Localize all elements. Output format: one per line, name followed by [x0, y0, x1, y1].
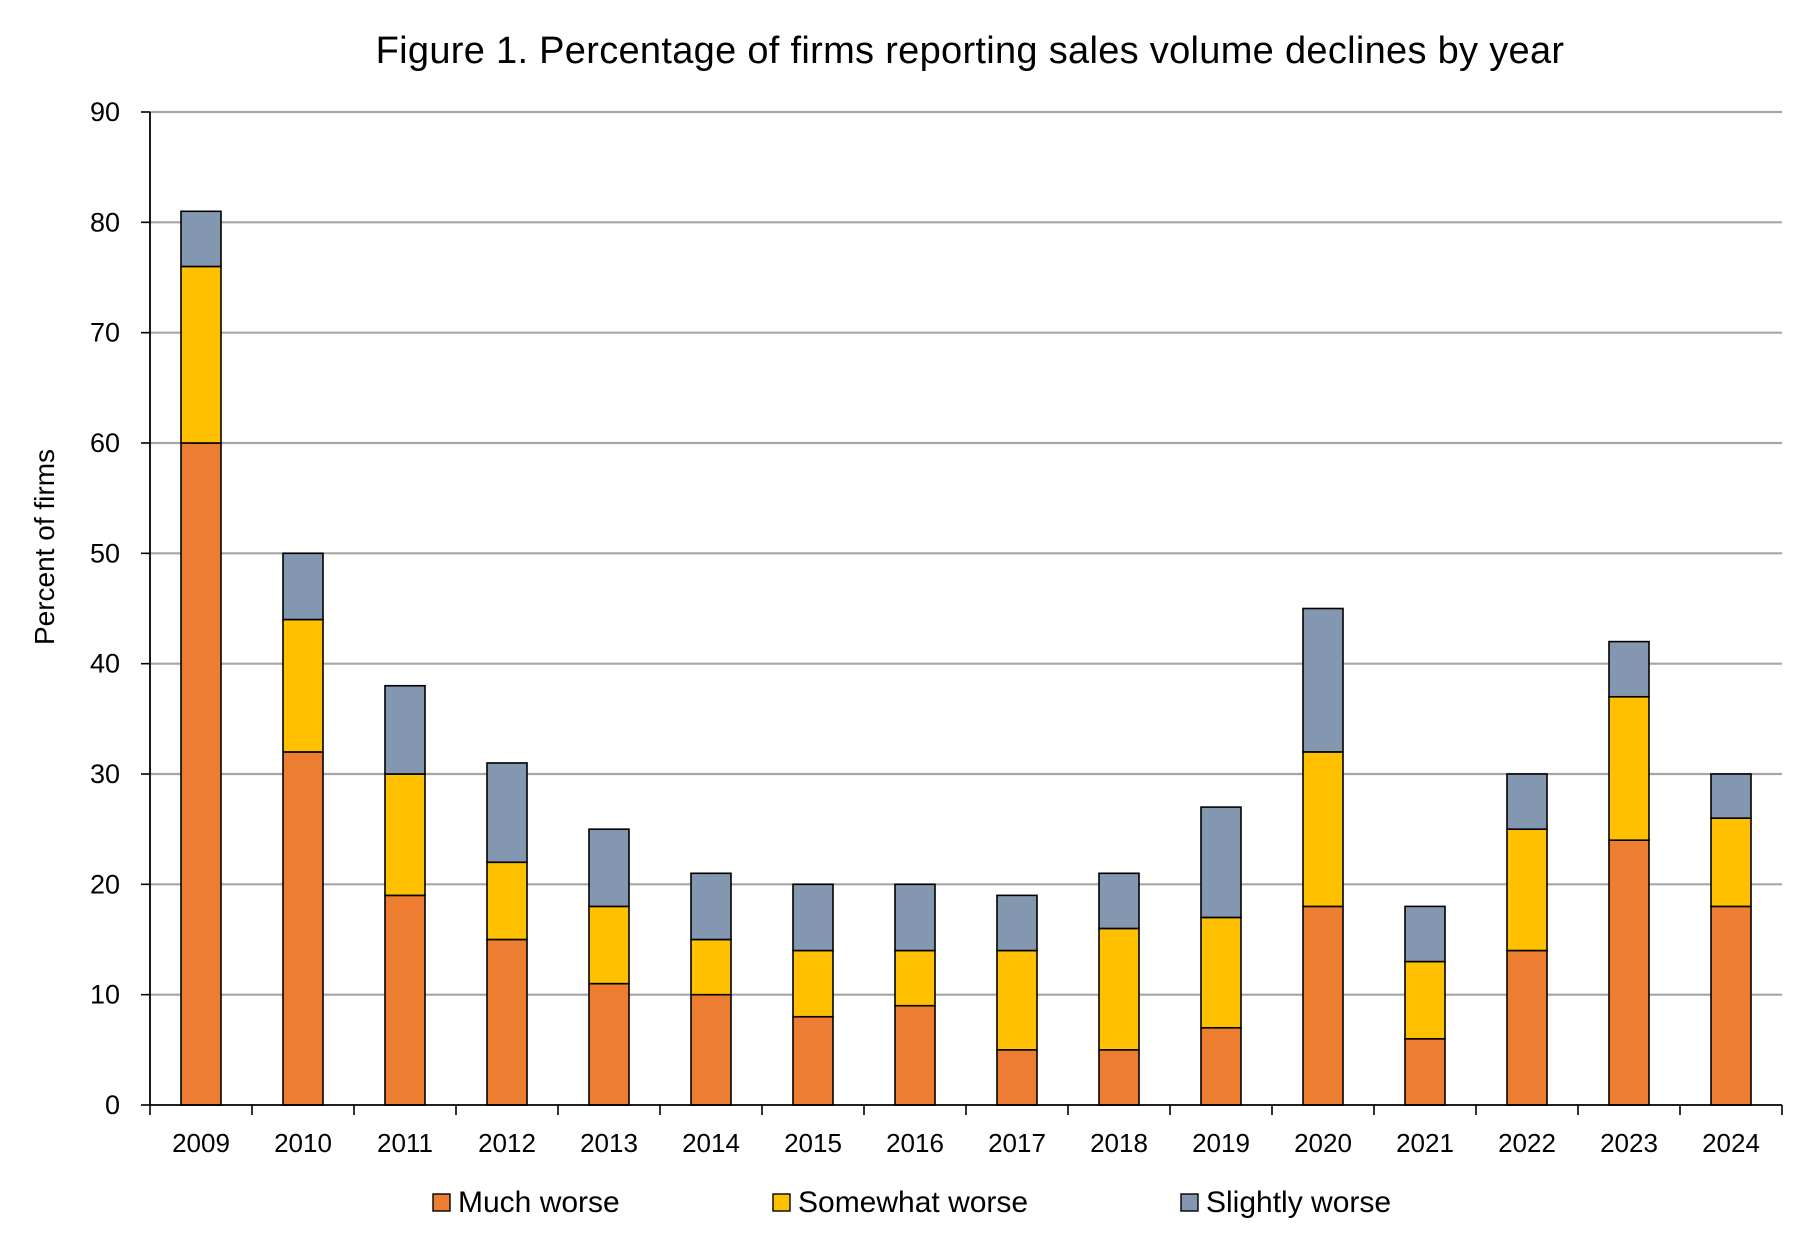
bar-slightly-worse-2014 — [690, 872, 732, 941]
x-tick-label: 2013 — [580, 1128, 638, 1158]
y-tick-label: 70 — [90, 318, 120, 348]
bar-slightly-worse-2019 — [1200, 806, 1242, 919]
x-tick-label: 2021 — [1396, 1128, 1454, 1158]
y-tick-label: 60 — [90, 428, 120, 458]
x-tick-label: 2010 — [274, 1128, 332, 1158]
y-axis-label: Percent of firms — [29, 449, 60, 645]
bar-much-worse-2020 — [1302, 905, 1344, 1106]
x-tick-label: 2020 — [1294, 1128, 1352, 1158]
legend-swatch — [1180, 1193, 1199, 1212]
bar-somewhat-worse-2010 — [282, 618, 324, 753]
bar-much-worse-2023 — [1608, 839, 1650, 1106]
bar-much-worse-2013 — [588, 982, 630, 1106]
x-tick-label: 2011 — [377, 1128, 433, 1158]
y-tick-labels: 0 10 20 30 40 50 60 70 80 90 — [90, 97, 120, 1120]
y-tick-label: 90 — [90, 97, 120, 127]
bar-slightly-worse-2010 — [282, 552, 324, 621]
bar-slightly-worse-2024 — [1710, 773, 1752, 819]
x-tick-label: 2023 — [1600, 1128, 1658, 1158]
bar-slightly-worse-2018 — [1098, 872, 1140, 930]
y-tick-label: 0 — [105, 1090, 120, 1120]
x-tick-label: 2009 — [172, 1128, 230, 1158]
bar-somewhat-worse-2023 — [1608, 695, 1650, 841]
legend-item-much-worse: Much worse — [432, 1186, 620, 1219]
bar-slightly-worse-2017 — [996, 894, 1038, 952]
x-tick-label: 2017 — [988, 1128, 1046, 1158]
y-tick-label: 50 — [90, 538, 120, 568]
bar-much-worse-2016 — [894, 1004, 936, 1106]
x-tick-label: 2024 — [1702, 1128, 1760, 1158]
bar-slightly-worse-2013 — [588, 828, 630, 908]
bar-slightly-worse-2009 — [180, 210, 222, 268]
bar-much-worse-2022 — [1506, 949, 1548, 1106]
bar-much-worse-2012 — [486, 938, 528, 1106]
bar-slightly-worse-2016 — [894, 883, 936, 952]
bar-slightly-worse-2021 — [1404, 905, 1446, 963]
legend-item-slightly-worse: Slightly worse — [1180, 1186, 1391, 1219]
bar-somewhat-worse-2020 — [1302, 751, 1344, 908]
bar-somewhat-worse-2017 — [996, 949, 1038, 1051]
y-tick-label: 30 — [90, 759, 120, 789]
x-tick-label: 2015 — [784, 1128, 842, 1158]
y-tick-label: 20 — [90, 869, 120, 899]
bar-somewhat-worse-2021 — [1404, 960, 1446, 1040]
bar-slightly-worse-2020 — [1302, 607, 1344, 753]
x-tick-label: 2016 — [886, 1128, 944, 1158]
bars — [180, 210, 1752, 1106]
bar-somewhat-worse-2018 — [1098, 927, 1140, 1051]
legend-label: Slightly worse — [1206, 1186, 1391, 1219]
bar-much-worse-2021 — [1404, 1038, 1446, 1106]
axes — [141, 111, 1783, 1115]
chart-title: Figure 1. Percentage of firms reporting … — [375, 30, 1565, 72]
bar-much-worse-2019 — [1200, 1026, 1242, 1106]
bar-somewhat-worse-2013 — [588, 905, 630, 985]
y-tick-label: 40 — [90, 649, 120, 679]
x-tick-labels: 2009 2010 2011 2012 2013 2014 2015 2016 2017 2018… — [172, 1128, 1760, 1158]
legend-swatch — [432, 1193, 451, 1212]
bar-slightly-worse-2012 — [486, 762, 528, 864]
x-tick-label: 2019 — [1192, 1128, 1250, 1158]
y-tick-label: 10 — [90, 980, 120, 1010]
x-tick-label: 2014 — [682, 1128, 740, 1158]
bar-slightly-worse-2015 — [792, 883, 834, 952]
legend-swatch — [772, 1193, 791, 1212]
bar-slightly-worse-2022 — [1506, 773, 1548, 830]
legend: Much worse Somewhat worse Slightly worse — [432, 1186, 1391, 1219]
bar-much-worse-2017 — [996, 1049, 1038, 1106]
bar-much-worse-2024 — [1710, 905, 1752, 1106]
x-tick-label: 2018 — [1090, 1128, 1148, 1158]
legend-label: Somewhat worse — [798, 1186, 1028, 1219]
bar-somewhat-worse-2015 — [792, 949, 834, 1018]
bar-somewhat-worse-2014 — [690, 938, 732, 996]
bar-much-worse-2014 — [690, 993, 732, 1106]
y-tick-label: 80 — [90, 207, 120, 237]
bar-much-worse-2015 — [792, 1015, 834, 1106]
bar-much-worse-2018 — [1098, 1049, 1140, 1106]
bar-much-worse-2009 — [180, 442, 222, 1106]
bar-somewhat-worse-2009 — [180, 265, 222, 444]
bar-slightly-worse-2023 — [1608, 640, 1650, 698]
bar-somewhat-worse-2024 — [1710, 817, 1752, 908]
bar-slightly-worse-2011 — [384, 684, 426, 775]
x-tick-label: 2012 — [478, 1128, 536, 1158]
bar-somewhat-worse-2019 — [1200, 916, 1242, 1029]
bar-much-worse-2010 — [282, 751, 324, 1106]
bar-somewhat-worse-2012 — [486, 861, 528, 941]
bar-much-worse-2011 — [384, 894, 426, 1106]
legend-label: Much worse — [458, 1186, 620, 1219]
bar-somewhat-worse-2016 — [894, 949, 936, 1007]
bar-somewhat-worse-2011 — [384, 773, 426, 897]
bar-somewhat-worse-2022 — [1506, 828, 1548, 952]
x-tick-label: 2022 — [1498, 1128, 1556, 1158]
legend-item-somewhat-worse: Somewhat worse — [772, 1186, 1028, 1219]
